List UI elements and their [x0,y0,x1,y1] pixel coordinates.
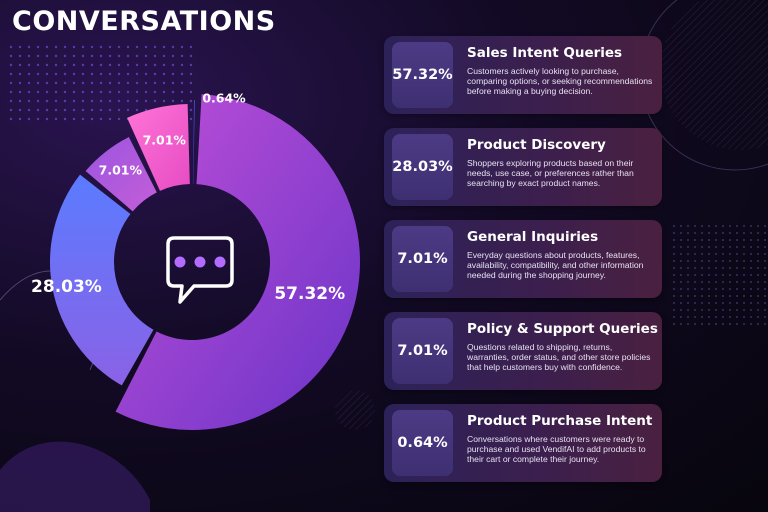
card-percentage: 57.32% [392,42,453,108]
chat-bubble-icon [166,236,234,304]
card-description: Questions related to shipping, returns, … [467,342,651,372]
card-percentage: 28.03% [392,134,453,200]
category-card: 7.01% General Inquiries Everyday questio… [384,220,662,298]
slice-sales-intent [115,94,361,430]
card-title: Policy & Support Queries [467,321,658,337]
category-card: 28.03% Product Discovery Shoppers explor… [384,128,662,206]
category-card: 7.01% Policy & Support Queries Questions… [384,312,662,390]
category-card: 0.64% Product Purchase Intent Conversati… [384,404,662,482]
card-percentage: 7.01% [392,226,453,292]
chat-dot-icon [194,256,206,268]
chat-dot-icon [214,256,226,268]
card-title: Sales Intent Queries [467,45,623,61]
slice-purchase-intent [192,100,195,185]
card-description: Conversations where customers were ready… [467,434,646,464]
card-description: Shoppers exploring products based on the… [467,158,634,188]
slice-label: 0.64% [202,91,246,106]
category-card-list: 57.32% Sales Intent Queries Customers ac… [384,36,662,496]
slice-label: 57.32% [274,284,345,304]
card-percentage: 7.01% [392,318,453,384]
card-description: Everyday questions about products, featu… [467,250,644,280]
card-title: Product Purchase Intent [467,413,653,429]
slice-label: 7.01% [99,162,143,177]
category-card: 57.32% Sales Intent Queries Customers ac… [384,36,662,114]
slice-general-inquiries [85,137,157,212]
card-title: Product Discovery [467,137,606,153]
card-description: Customers actively looking to purchase, … [467,66,653,96]
card-percentage: 0.64% [392,410,453,476]
center-chat-icon [166,236,234,304]
card-title: General Inquiries [467,229,599,245]
slice-product-discovery [50,174,154,386]
slice-policy-support [127,104,190,191]
chat-dot-icon [174,256,186,268]
slice-label: 28.03% [31,277,102,297]
slice-label: 7.01% [143,133,187,148]
page-title: CONVERSATIONS [12,6,276,37]
